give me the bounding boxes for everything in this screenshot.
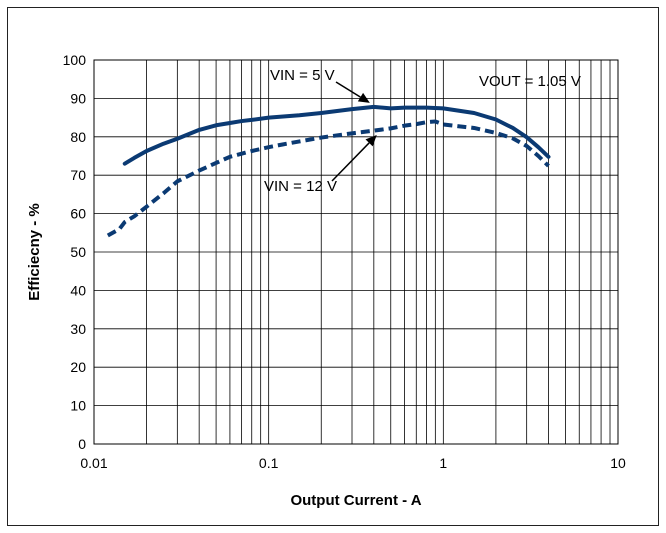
series-line-vin-12v: [106, 119, 550, 238]
y-tick-label: 10: [70, 398, 86, 414]
annotation-vin-5v: VIN = 5 V: [270, 67, 335, 84]
y-axis-title: Efficiecny - %: [26, 203, 43, 301]
annotation-vin-12v: VIN = 12 V: [264, 178, 337, 195]
x-tick-label: 0.01: [80, 455, 107, 471]
series-line-vin-5v: [122, 104, 551, 166]
annotation-vout: VOUT = 1.05 V: [479, 73, 581, 90]
x-tick-label: 0.1: [259, 455, 279, 471]
arrow-vin-12v: [331, 135, 377, 182]
y-tick-label: 40: [70, 282, 86, 298]
grid: [94, 60, 618, 444]
y-tick-label: 50: [70, 244, 86, 260]
annotation-arrows: [331, 81, 377, 182]
y-tick-label: 30: [70, 321, 86, 337]
x-tick-label: 10: [610, 455, 626, 471]
y-tick-label: 0: [78, 436, 86, 452]
x-axis-title: Output Current - A: [290, 492, 421, 509]
y-tick-label: 100: [63, 52, 87, 68]
y-tick-label: 90: [70, 90, 86, 106]
y-tick-label: 60: [70, 206, 86, 222]
x-tick-labels: 0.01 0.1 1 10: [80, 455, 626, 471]
x-tick-label: 1: [439, 455, 447, 471]
chart-frame: 0 10 20 30 40 50 60 70 80 90 100 0.01 0.1 1 10 VIN = …: [7, 7, 659, 526]
plot-border: [93, 59, 619, 445]
y-tick-label: 20: [70, 359, 86, 375]
efficiency-chart: 0 10 20 30 40 50 60 70 80 90 100 0.01 0.1 1 10 VIN = …: [26, 52, 626, 509]
arrow-vin-5v: [335, 81, 370, 103]
y-tick-label: 80: [70, 129, 86, 145]
series-lines: [106, 104, 551, 238]
y-tick-labels: 0 10 20 30 40 50 60 70 80 90 100: [63, 52, 87, 452]
y-tick-label: 70: [70, 167, 86, 183]
